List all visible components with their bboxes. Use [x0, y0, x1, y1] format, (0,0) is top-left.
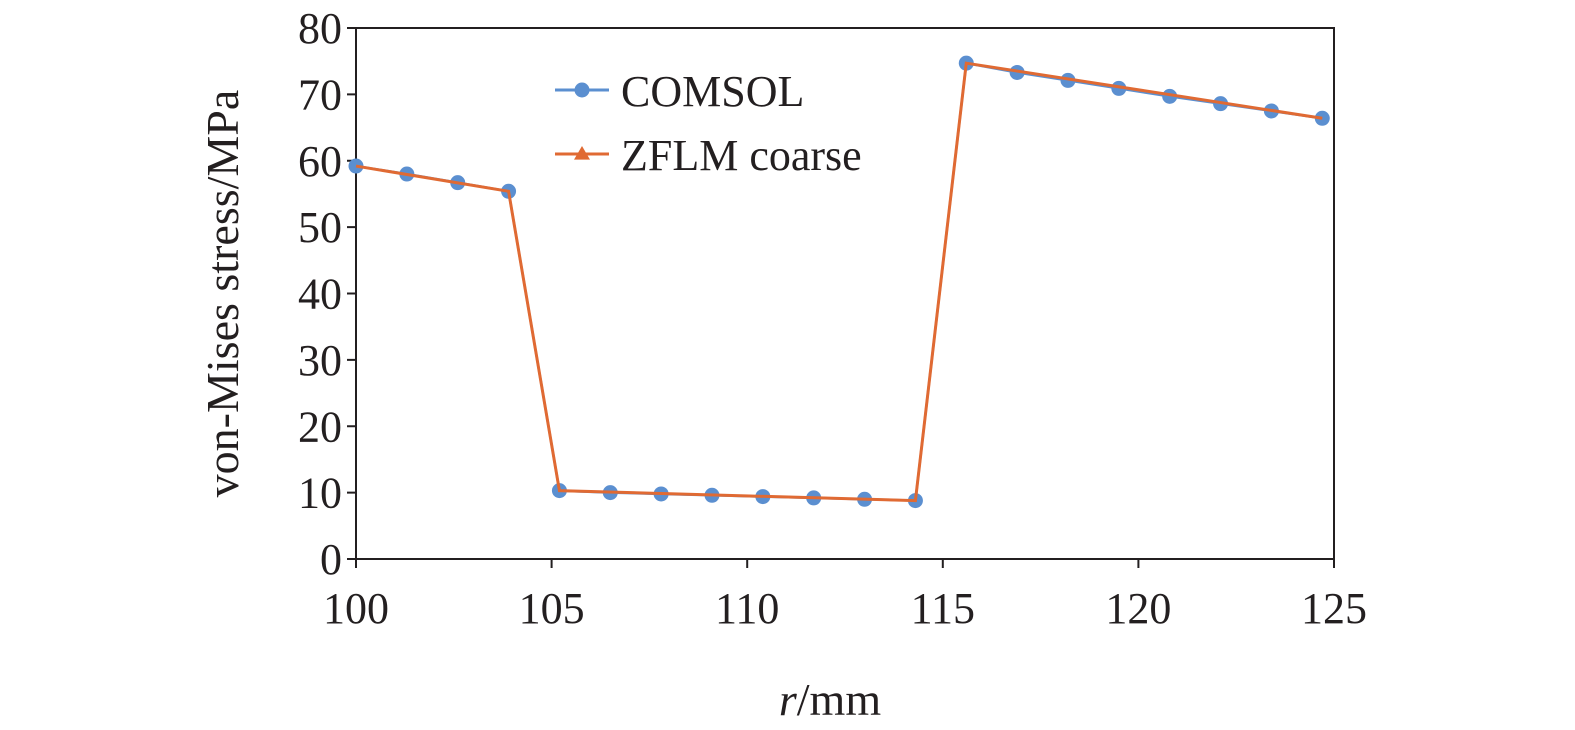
axes: 0 10 20 30 40 50 60 70 80 100 105 110 115 120 125 — [298, 4, 1367, 633]
legend-item: ZFLM coarse — [555, 131, 862, 180]
data-point — [1111, 80, 1127, 96]
x-axis-title-unit: /mm — [797, 674, 882, 725]
series-zflm-coarse — [355, 61, 1323, 503]
legend-item: COMSOL — [555, 67, 804, 116]
x-axis-title: r/mm — [779, 674, 881, 725]
y-axis-title: von-Mises stress/MPa — [197, 90, 248, 498]
data-point — [574, 146, 590, 160]
series-line-zflm-coarse — [355, 61, 1323, 503]
x-tick-label: 115 — [911, 584, 975, 633]
x-tick-label: 105 — [519, 584, 585, 633]
series-layer — [348, 55, 1330, 509]
y-tick-label: 60 — [298, 137, 342, 186]
y-tick-label: 10 — [298, 469, 342, 518]
x-tick-label: 120 — [1105, 584, 1171, 633]
y-tick-label: 30 — [298, 336, 342, 385]
legend: COMSOL ZFLM coarse — [555, 67, 862, 180]
data-point — [574, 82, 590, 98]
legend-label: ZFLM coarse — [621, 131, 862, 180]
y-tick-label: 70 — [298, 70, 342, 119]
y-tick-label: 0 — [320, 535, 342, 584]
y-tick-label: 40 — [298, 270, 342, 319]
x-axis-title-italic: r — [779, 674, 798, 725]
y-tick-label: 50 — [298, 203, 342, 252]
x-tick-label: 110 — [715, 584, 779, 633]
x-tick-label: 100 — [323, 584, 389, 633]
legend-label: COMSOL — [621, 67, 804, 116]
x-tick-label: 125 — [1301, 584, 1367, 633]
y-tick-label: 80 — [298, 4, 342, 53]
y-tick-label: 20 — [298, 402, 342, 451]
